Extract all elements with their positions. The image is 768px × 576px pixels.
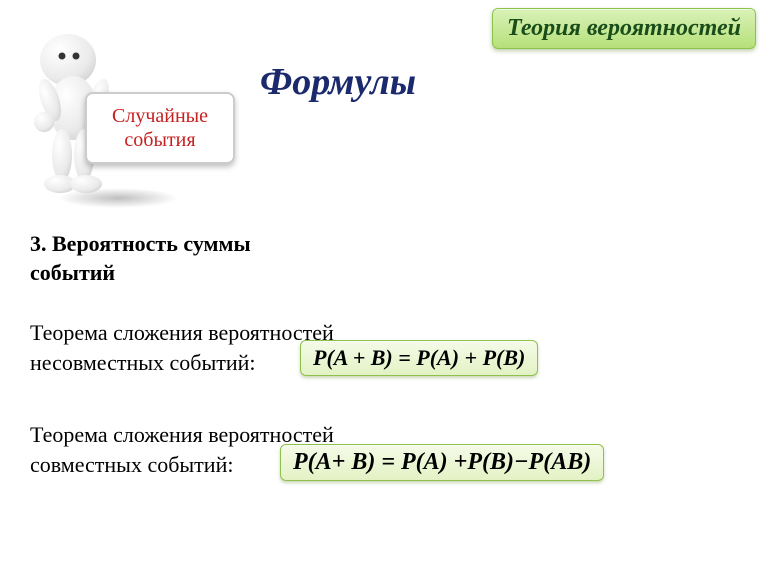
topic-sign: Случайные события <box>85 92 235 164</box>
sign-line2: события <box>124 129 195 151</box>
page-title: Формулы <box>260 60 416 104</box>
formula-1: P(A + B) = P(A) + P(B) <box>300 340 538 376</box>
section-number: 3. <box>30 231 47 256</box>
theorem1-line2: несовместных событий: <box>30 350 256 375</box>
theorem1-line1: Теорема сложения вероятностей <box>30 320 334 345</box>
sign-line1: Случайные <box>112 105 208 127</box>
section-heading: 3. Вероятность суммы событий <box>30 230 330 287</box>
header-badge: Теория вероятностей <box>492 8 756 49</box>
formula-2: P(A+ B) = P(A) +P(B)−P(AB) <box>280 444 604 481</box>
section-text: Вероятность суммы событий <box>30 231 251 285</box>
formula-2-wrap: P(A+ B) = P(A) +P(B)−P(AB) <box>280 444 604 481</box>
formula-1-wrap: P(A + B) = P(A) + P(B) <box>300 340 538 376</box>
theorem2-line2: совместных событий: <box>30 452 233 477</box>
